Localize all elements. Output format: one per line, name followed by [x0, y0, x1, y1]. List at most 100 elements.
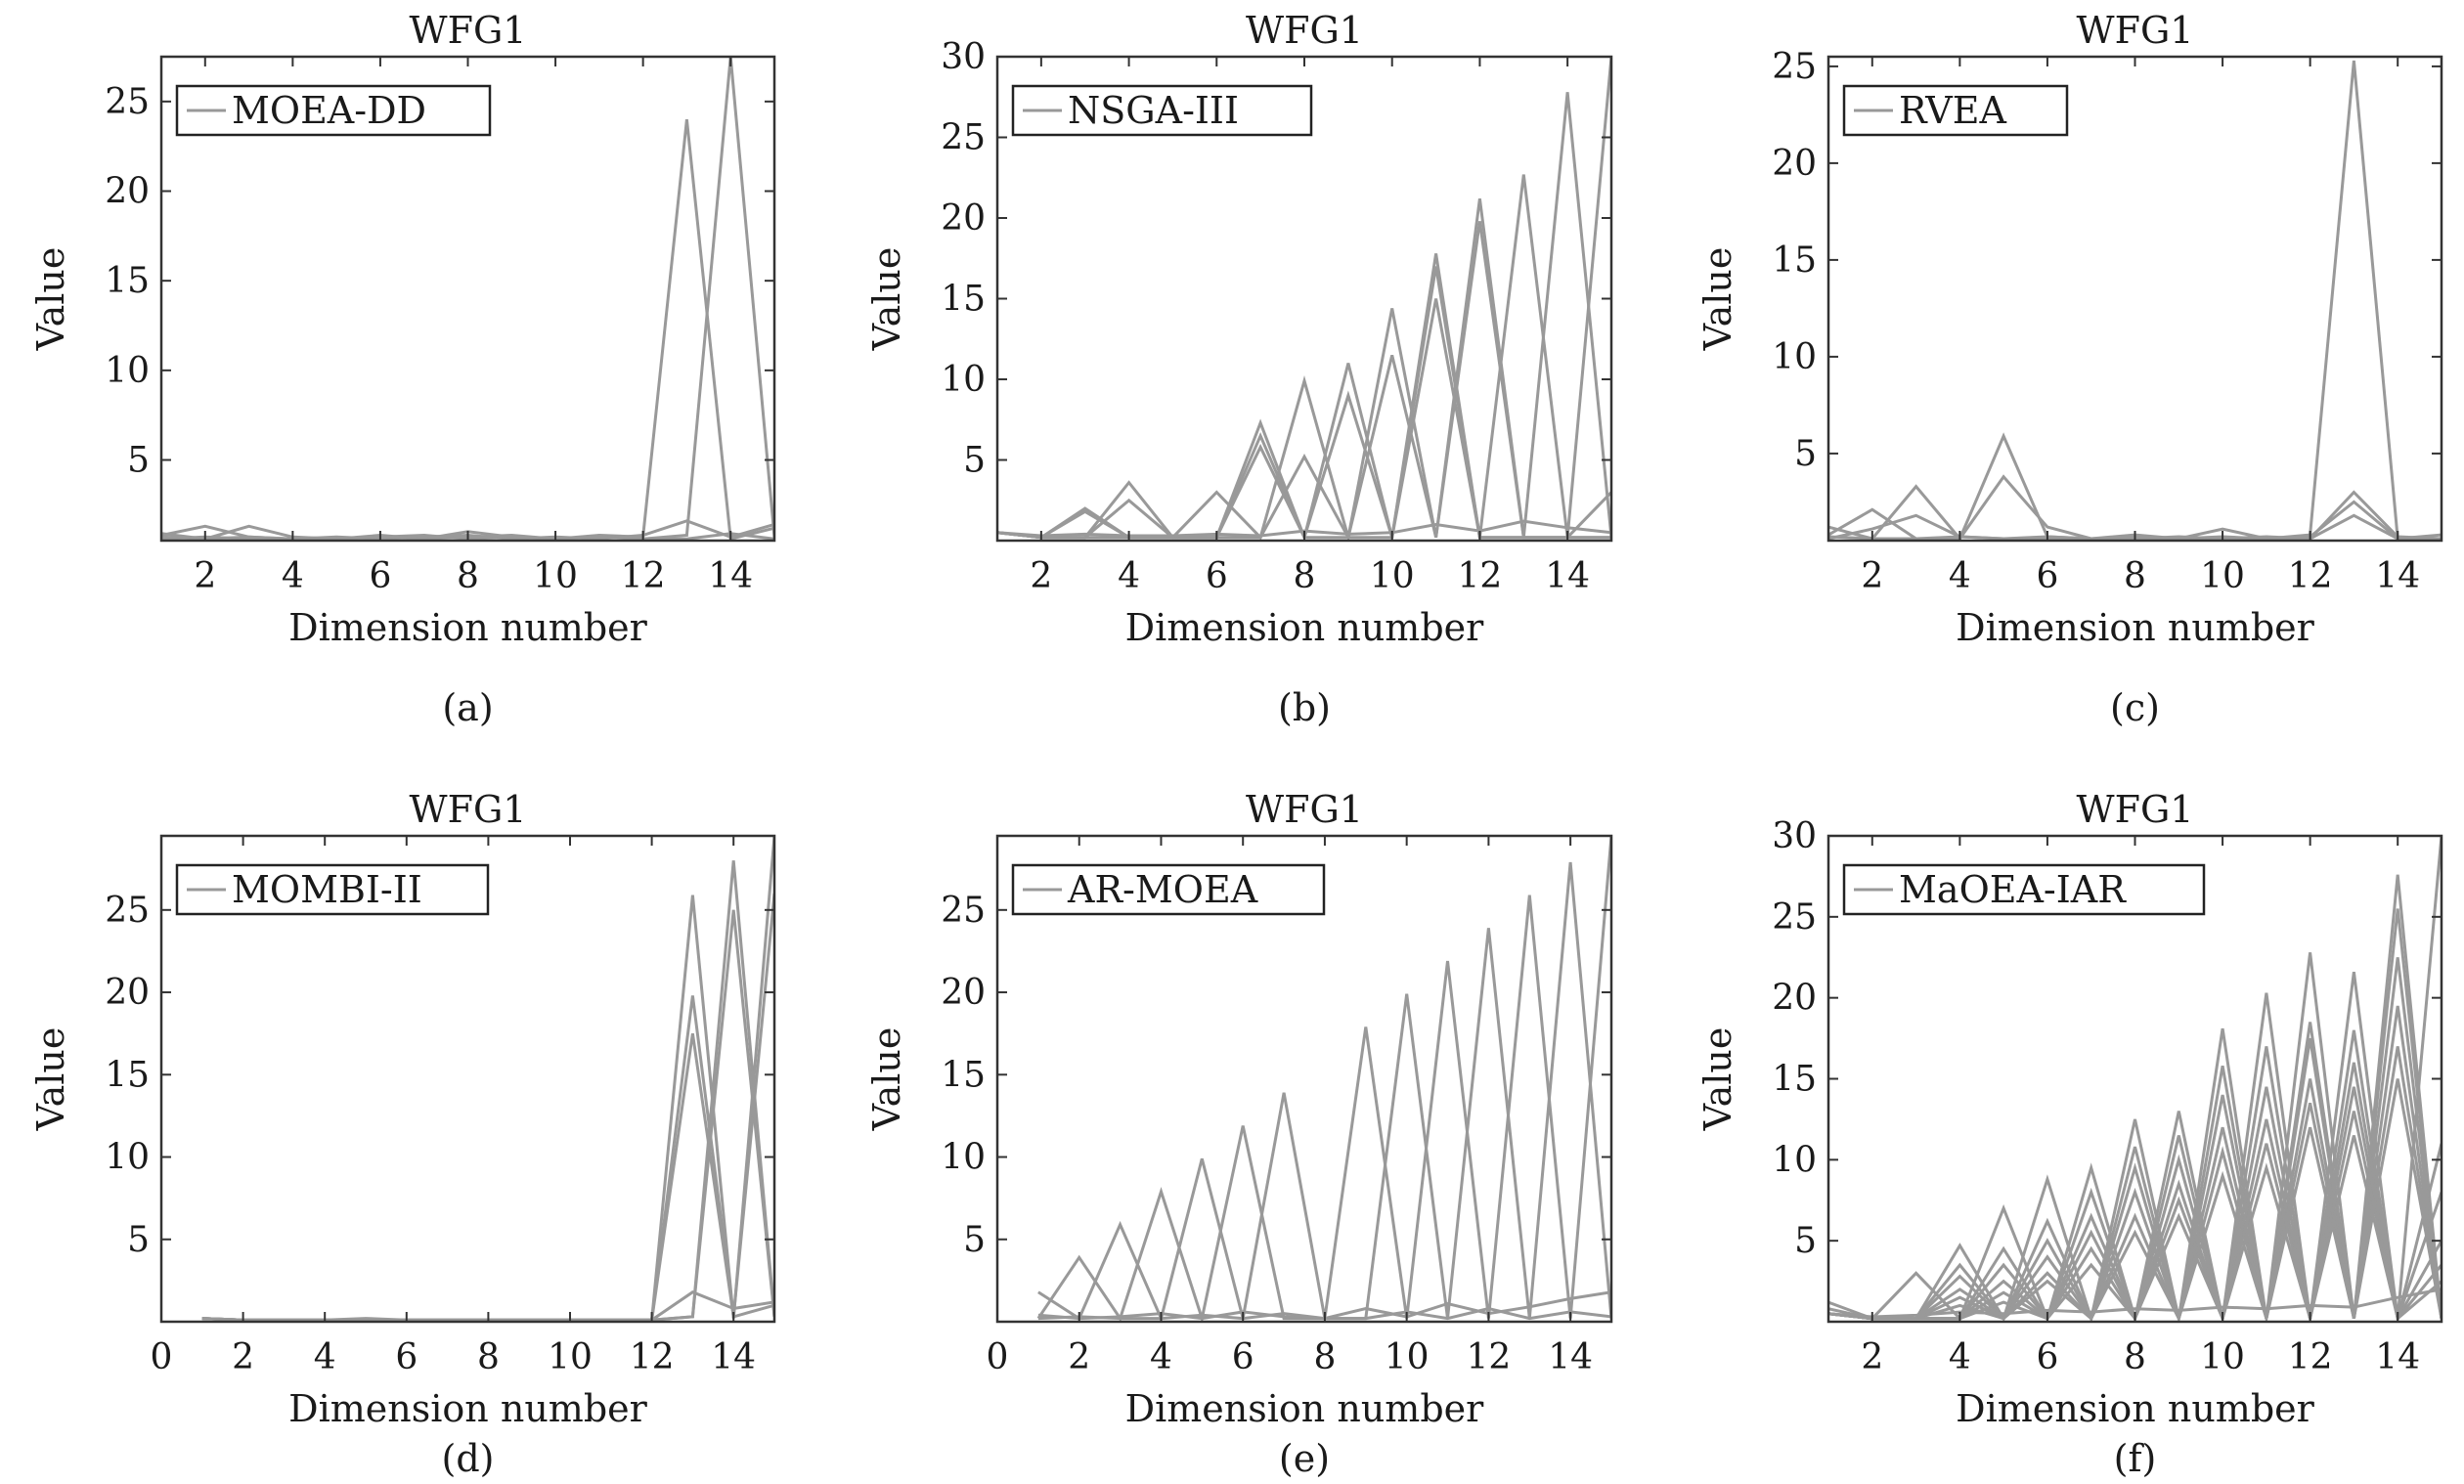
- x-axis-label: Dimension number: [288, 606, 647, 649]
- legend-label: AR-MOEA: [1067, 868, 1258, 911]
- series-line-5: [201, 1032, 774, 1322]
- x-tick-label: 6: [1206, 556, 1228, 596]
- x-tick-label: 2: [1030, 556, 1052, 596]
- legend-label: MOEA-DD: [232, 89, 426, 132]
- axes-box: [995, 834, 1613, 1324]
- x-tick-label: 4: [314, 1337, 336, 1377]
- series-line-1: [161, 119, 774, 541]
- legend-box: [1842, 863, 2206, 916]
- y-tick-label: 5: [963, 1220, 986, 1260]
- y-tick-label: 5: [1794, 434, 1817, 474]
- legend: MOMBI-II: [175, 863, 490, 916]
- panel-caption: (f): [2114, 1437, 2157, 1480]
- panel-f: 2 4 6 8 10 12 14 5 10 15 20 25 30 WFG1 Dimension numbe…: [1696, 788, 2443, 1480]
- x-tick-label: 10: [1385, 1337, 1430, 1377]
- legend-box: [1011, 863, 1326, 916]
- x-tick-label: 14: [711, 1337, 756, 1377]
- legend: MaOEA-IAR: [1842, 863, 2206, 916]
- panel-caption: (b): [1278, 686, 1331, 729]
- chart-title: WFG1: [1246, 788, 1363, 831]
- x-tick-label: 14: [2375, 1337, 2420, 1377]
- panel-caption: (a): [442, 686, 493, 729]
- y-axis-label: Value: [1696, 1027, 1739, 1132]
- x-tick-label: 12: [2288, 1337, 2333, 1377]
- y-tick-label: 5: [963, 441, 986, 481]
- panel-d: 0 2 4 6 8 10 12 14 5 10 15 20 25 WFG1 Dimension number…: [29, 788, 776, 1480]
- x-tick-label: 0: [987, 1337, 1009, 1377]
- panel-caption: (c): [2110, 686, 2160, 729]
- legend: AR-MOEA: [1011, 863, 1326, 916]
- panel-a: 2 4 6 8 10 12 14 5 10 15 20 25 WFG1 Dimension number V…: [29, 9, 776, 729]
- y-tick-label: 25: [105, 891, 150, 931]
- y-tick-label: 5: [127, 1220, 150, 1260]
- y-tick-label: 25: [105, 82, 150, 122]
- series-line-3: [201, 893, 774, 1322]
- series-line-2: [1828, 474, 2442, 541]
- series-line-7: [1828, 1005, 2442, 1322]
- x-axis-label: Dimension number: [288, 1387, 647, 1430]
- legend-box: [175, 84, 492, 137]
- chart-title: WFG1: [2077, 788, 2194, 831]
- x-tick-label: 14: [1545, 556, 1590, 596]
- y-tick-label: 15: [941, 280, 986, 320]
- x-tick-label: 8: [2124, 556, 2146, 596]
- x-tick-label: 8: [477, 1337, 500, 1377]
- x-axis-label: Dimension number: [1125, 606, 1484, 649]
- y-tick-label: 30: [1772, 816, 1817, 856]
- axes-box: [159, 834, 776, 1324]
- x-tick-label: 6: [2036, 556, 2058, 596]
- x-axis-label: Dimension number: [1956, 1387, 2314, 1430]
- x-tick-label: 2: [232, 1337, 254, 1377]
- x-tick-label: 4: [1118, 556, 1140, 596]
- y-tick-label: 10: [105, 1138, 150, 1178]
- x-tick-label: 8: [1313, 1337, 1336, 1377]
- y-axis-label: Value: [29, 247, 72, 352]
- x-tick-label: 6: [1232, 1337, 1254, 1377]
- x-tick-label: 4: [1949, 1337, 1971, 1377]
- panel-caption: (d): [442, 1437, 495, 1480]
- x-tick-label: 4: [1949, 556, 1971, 596]
- y-tick-label: 25: [1772, 47, 1817, 87]
- y-tick-label: 10: [1772, 337, 1817, 377]
- y-tick-label: 15: [105, 1055, 150, 1095]
- x-tick-label: 6: [395, 1337, 418, 1377]
- series-line-3: [997, 221, 1611, 541]
- x-tick-label: 8: [2124, 1337, 2146, 1377]
- legend: RVEA: [1842, 84, 2069, 137]
- x-tick-label: 8: [457, 556, 479, 596]
- chart-title: WFG1: [1246, 9, 1363, 52]
- y-axis-label: Value: [865, 1027, 908, 1132]
- x-tick-label: 10: [548, 1337, 593, 1377]
- series-line-2: [997, 92, 1611, 540]
- y-tick-label: 20: [1772, 979, 1817, 1019]
- x-tick-label: 6: [369, 556, 391, 596]
- legend: MOEA-DD: [175, 84, 492, 137]
- y-tick-label: 25: [1772, 897, 1817, 938]
- y-tick-label: 15: [1772, 1060, 1817, 1100]
- y-tick-label: 30: [941, 37, 986, 77]
- x-tick-label: 0: [151, 1337, 173, 1377]
- y-axis-label: Value: [865, 247, 908, 352]
- y-tick-label: 20: [1772, 144, 1817, 184]
- chart-title: WFG1: [410, 9, 527, 52]
- y-axis-label: Value: [29, 1027, 72, 1132]
- legend-box: [1011, 84, 1313, 137]
- x-tick-label: 10: [2200, 1337, 2245, 1377]
- x-tick-label: 14: [1548, 1337, 1593, 1377]
- x-tick-label: 2: [1861, 1337, 1883, 1377]
- x-tick-label: 12: [2288, 556, 2333, 596]
- x-axis-label: Dimension number: [1125, 1387, 1484, 1430]
- y-tick-label: 15: [105, 261, 150, 301]
- x-tick-label: 2: [1068, 1337, 1090, 1377]
- y-tick-label: 20: [105, 973, 150, 1013]
- legend-label: RVEA: [1899, 89, 2006, 132]
- chart-title: WFG1: [2077, 9, 2194, 52]
- x-tick-label: 10: [1370, 556, 1415, 596]
- y-tick-label: 10: [941, 1138, 986, 1178]
- series-line-5: [1828, 957, 2442, 1322]
- y-axis-label: Value: [1696, 247, 1739, 352]
- panel-e: 0 2 4 6 8 10 12 14 5 10 15 20 25 WFG1 Dimension number…: [865, 788, 1613, 1480]
- x-tick-label: 12: [1466, 1337, 1511, 1377]
- y-tick-label: 15: [941, 1055, 986, 1095]
